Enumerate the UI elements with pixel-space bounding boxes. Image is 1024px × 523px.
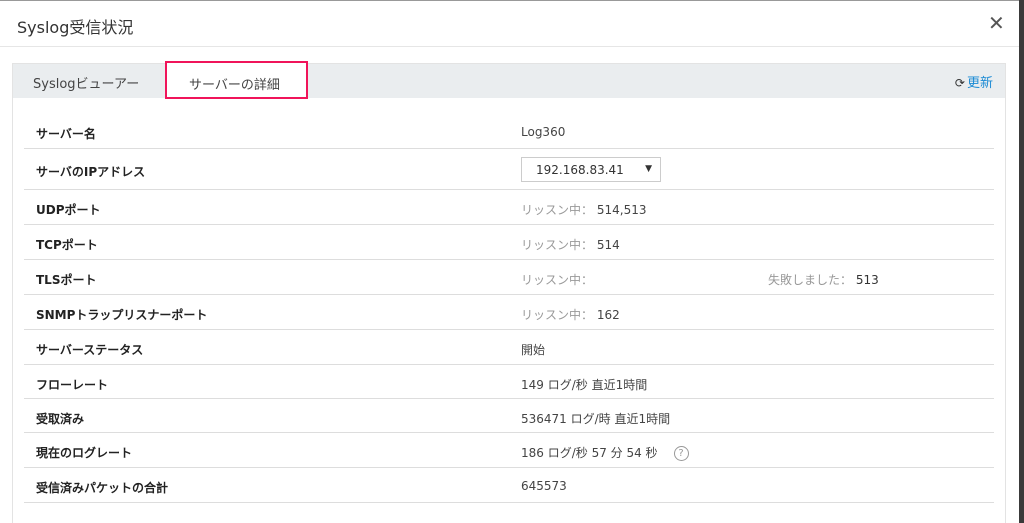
port-value: 513 [855, 273, 879, 287]
table-row: TCPポート リッスン中： 514 [24, 225, 994, 260]
row-label: フローレート [36, 378, 109, 392]
row-label: 受取済み [36, 412, 85, 426]
port-value: 514 [596, 238, 620, 252]
status-label: リッスン中： [521, 238, 594, 252]
table-row: 受取済み 536471 ログ/時 直近1時間 [24, 399, 994, 433]
help-icon[interactable]: ? [673, 446, 689, 461]
tab-server-details[interactable]: サーバーの詳細 [165, 61, 308, 99]
tls-failed-value: 失敗しました： 513 [768, 271, 879, 288]
table-row: TLSポート リッスン中： 失敗しました： 513 [24, 260, 994, 295]
tab-syslog-viewer[interactable]: Syslogビューアー [33, 77, 140, 92]
row-label: 現在のログレート [36, 446, 133, 460]
port-value: 514,513 [596, 203, 647, 217]
table-row: 受信済みパケットの合計 645573 [24, 468, 994, 503]
ip-address-select[interactable]: 192.168.83.41 ▼ [521, 157, 661, 182]
status-label: リッスン中： [521, 203, 594, 217]
failed-label: 失敗しました： [768, 273, 853, 287]
udp-port-value: リッスン中： 514,513 [521, 201, 646, 218]
row-label: サーバー名 [36, 127, 96, 141]
received-value: 536471 ログ/時 直近1時間 [521, 412, 671, 426]
close-icon[interactable]: ✕ [988, 11, 1005, 35]
table-row: フローレート 149 ログ/秒 直近1時間 [24, 365, 994, 399]
row-label: UDPポート [36, 203, 101, 217]
refresh-icon: ⟳ [954, 76, 965, 90]
flow-rate-value: 149 ログ/秒 直近1時間 [521, 378, 648, 392]
table-row: サーバー名 Log360 [24, 114, 994, 149]
refresh-button[interactable]: ⟳ 更新 [955, 72, 993, 91]
window-edge [1019, 0, 1024, 523]
snmp-port-value: リッスン中： 162 [521, 306, 620, 323]
row-label: サーバーステータス [36, 343, 144, 357]
total-packets-value: 645573 [521, 479, 567, 493]
current-log-rate-value: 186 ログ/秒 57 分 54 秒? [521, 444, 689, 461]
log-rate-text: 186 ログ/秒 57 分 54 秒 [521, 446, 658, 460]
row-label: SNMPトラップリスナーポート [36, 308, 208, 322]
row-label: TCPポート [36, 238, 98, 252]
table-row: UDPポート リッスン中： 514,513 [24, 190, 994, 225]
tls-listening-label: リッスン中： [521, 273, 594, 287]
dialog-header: Syslog受信状況 ✕ [0, 1, 1019, 47]
row-label: 受信済みパケットの合計 [36, 481, 169, 495]
table-row: SNMPトラップリスナーポート リッスン中： 162 [24, 295, 994, 330]
row-label: サーバのIPアドレス [36, 165, 146, 179]
ip-address-value: 192.168.83.41 [536, 163, 624, 177]
panel: Syslogビューアー サーバーの詳細 ⟳ 更新 サーバー名 Log360 サーバの… [12, 61, 1006, 523]
top-border [0, 0, 1024, 1]
status-label: リッスン中： [521, 308, 594, 322]
table-row: 現在のログレート 186 ログ/秒 57 分 54 秒? [24, 433, 994, 468]
dialog-title: Syslog受信状況 [17, 18, 134, 37]
server-name-value: Log360 [521, 125, 566, 139]
details-table: サーバー名 Log360 サーバのIPアドレス 192.168.83.41 ▼ UDP… [24, 114, 994, 503]
table-row: サーバーステータス 開始 [24, 330, 994, 365]
port-value: 162 [596, 308, 620, 322]
refresh-label: 更新 [966, 76, 993, 91]
chevron-down-icon: ▼ [645, 164, 652, 174]
row-label: TLSポート [36, 273, 97, 287]
tab-bar: Syslogビューアー サーバーの詳細 ⟳ 更新 [13, 61, 1005, 99]
server-status-value: 開始 [521, 343, 546, 357]
tcp-port-value: リッスン中： 514 [521, 236, 620, 253]
table-row: サーバのIPアドレス 192.168.83.41 ▼ [24, 149, 994, 190]
